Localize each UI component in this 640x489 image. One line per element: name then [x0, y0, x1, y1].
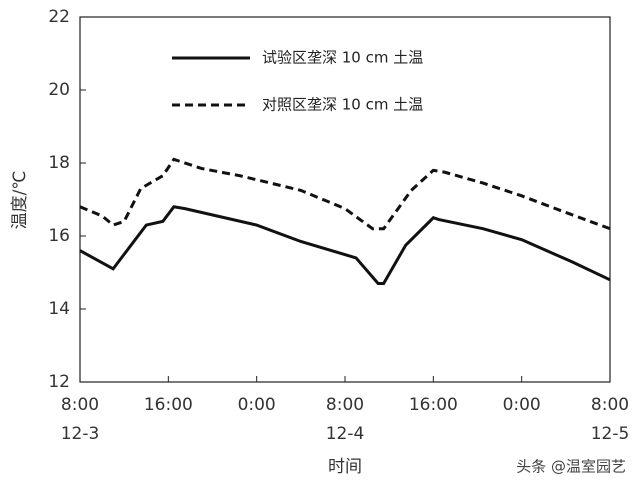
legend-label: 试验区垄深 10 cm 土温: [262, 49, 423, 67]
y-tick-label: 20: [48, 80, 70, 100]
y-tick-label: 18: [48, 153, 70, 173]
x-tick-label: 8:00: [61, 395, 99, 415]
x-date-label: 12-4: [326, 424, 365, 444]
watermark: 头条 @温室园艺: [516, 458, 626, 476]
x-date-label: 12-5: [591, 424, 630, 444]
series-line: [79, 205, 611, 285]
legend-label: 对照区垄深 10 cm 土温: [262, 96, 423, 114]
x-tick-label: 16:00: [409, 395, 458, 415]
series-line: [79, 157, 611, 231]
y-tick-label: 12: [48, 372, 70, 392]
y-tick-label: 16: [48, 226, 70, 246]
x-date-label: 12-3: [61, 424, 100, 444]
x-tick-label: 0:00: [503, 395, 541, 415]
y-tick-label: 22: [48, 7, 70, 27]
x-tick-label: 0:00: [238, 395, 276, 415]
x-axis-label: 时间: [328, 457, 362, 477]
y-tick-label: 14: [48, 299, 70, 319]
x-tick-label: 16:00: [144, 395, 193, 415]
x-tick-label: 8:00: [326, 395, 364, 415]
y-axis-label: 温度/℃: [10, 171, 30, 230]
x-tick-label: 8:00: [591, 395, 629, 415]
